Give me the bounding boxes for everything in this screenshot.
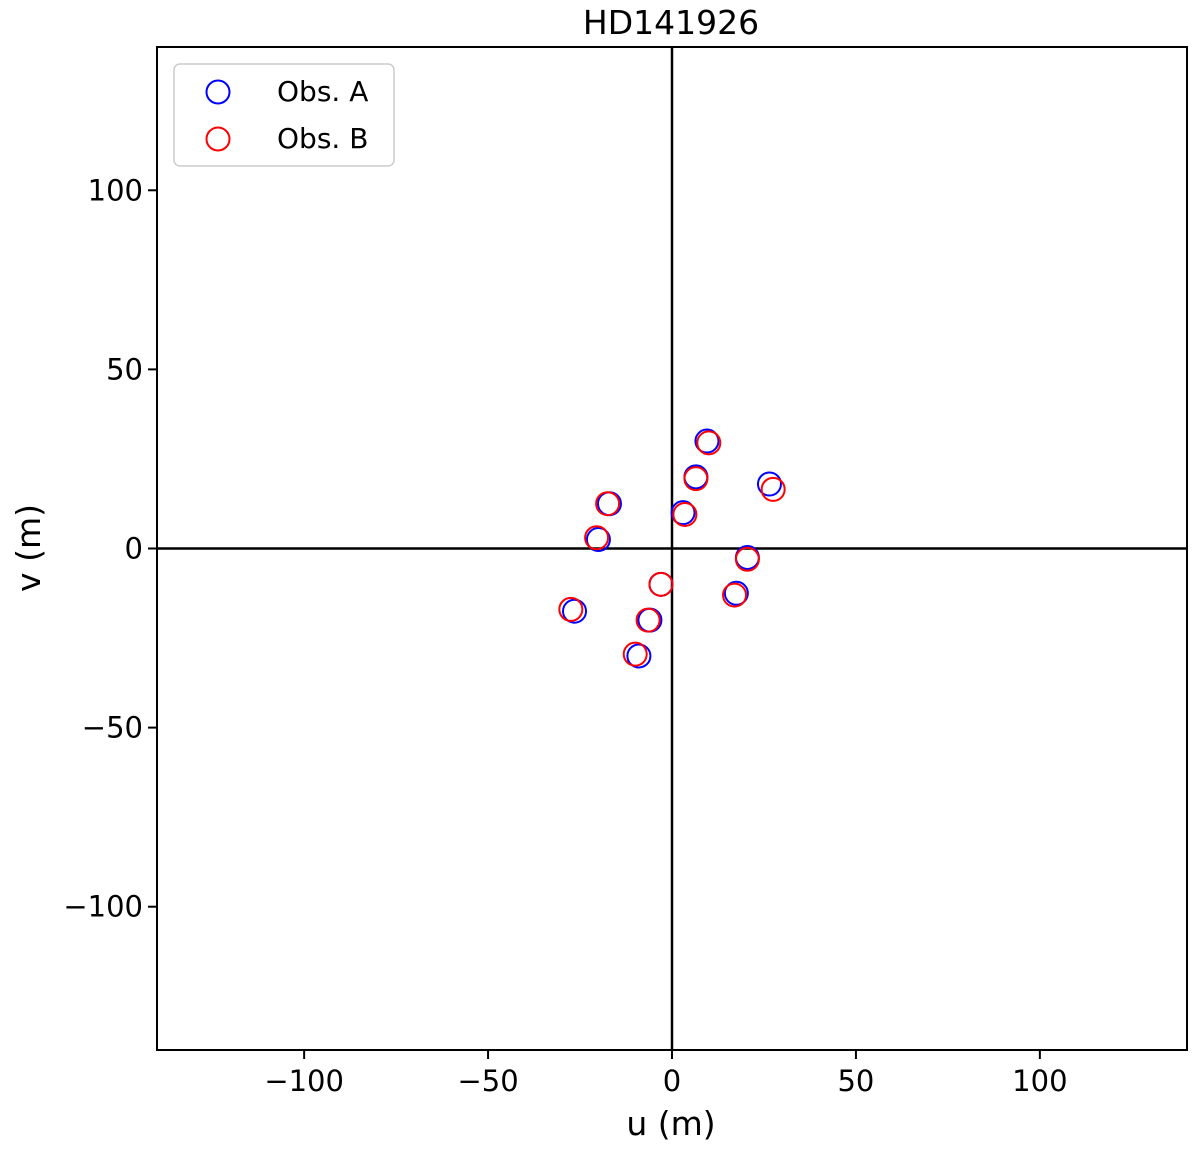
y-axis-label: v (m) (9, 504, 48, 592)
legend-marker-obs-b (205, 126, 231, 152)
x-tick-label: 0 (663, 1064, 681, 1098)
plot-area (157, 47, 1187, 1050)
legend: Obs. A Obs. B (173, 63, 395, 167)
data-point (622, 641, 648, 667)
y-tick-label: 50 (106, 352, 143, 386)
x-tick-label: −50 (457, 1064, 518, 1098)
series-obs-b (558, 430, 786, 667)
data-point (734, 546, 760, 572)
legend-label-obs-b: Obs. B (277, 122, 368, 155)
data-point (558, 596, 584, 622)
data-point (683, 466, 709, 492)
data-point (626, 643, 652, 669)
x-tick-label: 100 (1012, 1064, 1067, 1098)
y-tick-label: 100 (88, 173, 143, 207)
y-tick-label: 0 (125, 532, 143, 566)
data-point (672, 501, 698, 527)
data-point (694, 428, 720, 454)
data-point (585, 527, 611, 553)
y-tick-label: −50 (82, 711, 143, 745)
data-point (635, 607, 661, 633)
y-tick-label: −100 (63, 890, 143, 924)
data-point (696, 430, 722, 456)
data-point (562, 598, 588, 624)
plot-frame (156, 46, 1188, 1051)
data-point (722, 582, 748, 608)
x-axis-ticks: −100 −50 0 50 100 (264, 1050, 1068, 1098)
legend-marker-obs-a (205, 79, 231, 105)
x-axis-label: u (m) (626, 1104, 715, 1143)
chart-title: HD141926 (583, 3, 759, 42)
data-point (584, 525, 610, 551)
legend-label-obs-a: Obs. A (277, 75, 368, 108)
data-point (723, 580, 749, 606)
data-point (637, 607, 663, 633)
data-point (760, 476, 786, 502)
x-tick-label: −100 (264, 1064, 344, 1098)
scatter-markers (558, 428, 786, 669)
data-point (648, 571, 674, 597)
data-point (595, 491, 621, 517)
data-point (670, 500, 696, 526)
data-point (756, 471, 782, 497)
data-point (683, 464, 709, 490)
x-tick-label: 50 (837, 1064, 874, 1098)
y-axis-ticks: −100 −50 0 50 100 (63, 173, 157, 924)
data-point (596, 491, 622, 517)
